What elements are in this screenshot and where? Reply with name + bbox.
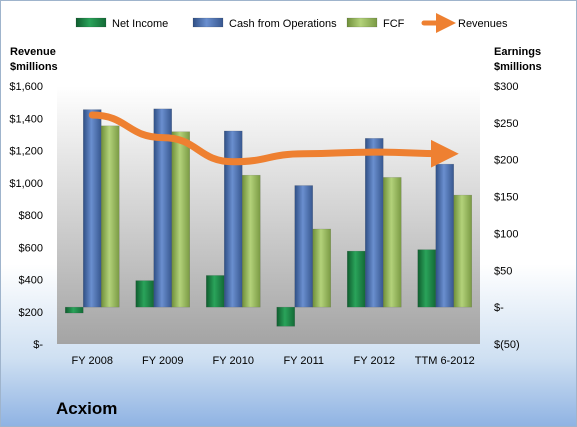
company-name: Acxiom [56,399,117,418]
bar-fcf-fy-2008 [101,125,120,308]
left-tick-label: $1,400 [9,113,43,125]
left-tick-label: $1,200 [9,146,43,158]
right-tick-label: $50 [494,265,512,277]
legend-label-cash-from-operations: Cash from Operations [229,18,337,30]
legend-label-net-income: Net Income [112,18,168,30]
bar-fcf-fy-2010 [242,174,261,308]
right-tick-label: $100 [494,228,518,240]
revenues-line [88,111,459,168]
line-series-group [88,111,459,168]
bar-net-income-ttm-6-2012 [417,249,436,308]
category-label-fy-2008: FY 2008 [72,355,113,367]
category-label-fy-2012: FY 2012 [354,355,395,367]
bar-fcf-fy-2011 [312,228,331,308]
legend-swatch-cash-from-operations [192,17,224,28]
legend-swatch-fcf [346,17,378,28]
left-tick-label: $600 [19,242,43,254]
category-labels: FY 2008 FY 2009 FY 2010 FY 2011 FY 2012 TTM 6… [72,355,475,367]
bar-net-income-fy-2011 [276,306,295,327]
legend-label-revenues: Revenues [458,18,508,30]
bar-net-income-fy-2010 [206,275,225,308]
left-tick-label: $- [33,339,43,351]
right-tick-label: $250 [494,118,518,130]
bar-net-income-fy-2012 [347,250,366,308]
bar-fcf-fy-2009 [171,131,190,308]
bar-cash-from-operations-ttm-6-2012 [435,163,454,308]
bar-net-income-fy-2009 [135,280,154,308]
legend-label-fcf: FCF [383,18,405,30]
right-axis-title-line1: Earnings [494,46,541,58]
left-tick-label: $200 [19,307,43,319]
bar-fcf-fy-2012 [383,177,402,308]
bar-fcf-ttm-6-2012 [453,194,472,308]
bar-cash-from-operations-fy-2012 [365,138,384,308]
right-tick-label: $(50) [494,339,520,351]
right-tick-label: $200 [494,155,518,167]
right-axis-ticks: $(50) $- $50 $100 $150 $200 $250 $300 [494,81,520,351]
right-tick-label: $150 [494,192,518,204]
category-label-fy-2011: FY 2011 [283,355,324,367]
bar-cash-from-operations-fy-2011 [294,185,313,308]
left-tick-label: $1,000 [9,178,43,190]
bar-cash-from-operations-fy-2010 [224,130,243,308]
category-label-fy-2010: FY 2010 [213,355,254,367]
bar-series-group [65,108,472,327]
legend: Net Income Cash from Operations FCF Revenue… [75,13,508,33]
legend-swatch-net-income [75,17,107,28]
right-tick-label: $- [494,302,504,314]
bar-cash-from-operations-fy-2008 [83,109,102,308]
left-axis-title-line1: Revenue [10,46,56,58]
category-label-fy-2009: FY 2009 [142,355,183,367]
left-axis-title-line2: $millions [10,61,58,73]
right-tick-label: $300 [494,81,518,93]
bar-net-income-fy-2008 [65,306,84,314]
left-tick-label: $400 [19,275,43,287]
left-tick-label: $1,600 [9,81,43,93]
left-axis-ticks: $- $200 $400 $600 $800 $1,000 $1,200 $1,400 $1,6… [9,81,43,351]
right-axis-title-line2: $millions [494,61,542,73]
left-tick-label: $800 [19,210,43,222]
category-label-ttm-6-2012: TTM 6-2012 [415,355,475,367]
